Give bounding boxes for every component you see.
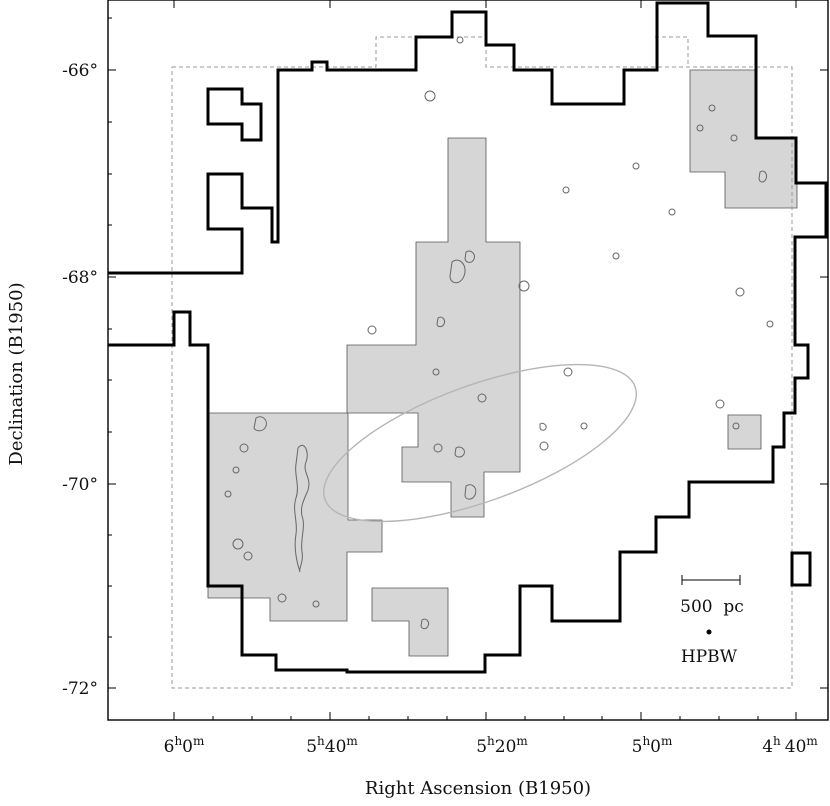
contour-blob	[367, 325, 377, 335]
contour-ridge	[294, 444, 310, 573]
shaded-region-small-right	[727, 414, 762, 450]
beam-dot	[706, 629, 712, 635]
contour-blob	[436, 316, 445, 328]
survey-outline-island-1	[206, 87, 263, 142]
contour-blob	[580, 422, 588, 430]
tick-marks	[108, 0, 828, 720]
survey-outline-island-2	[790, 551, 812, 587]
contour-blob	[424, 90, 436, 102]
scale-annotation: 500 pc HPBW	[680, 575, 744, 667]
beam-label: HPBW	[681, 647, 738, 667]
contour-blob	[758, 170, 767, 183]
contour-blob	[730, 134, 738, 142]
contour-blob	[464, 250, 475, 263]
contour-blob	[708, 104, 716, 112]
contour-blob	[668, 208, 676, 216]
contour-blob	[464, 484, 477, 500]
contour-blob	[243, 551, 253, 561]
contour-blob	[696, 124, 704, 132]
contours	[224, 36, 774, 630]
contour-blob	[454, 446, 465, 458]
x-axis-title: Right Ascension (B1950)	[365, 778, 591, 799]
contour-blob	[518, 280, 530, 292]
contour-blob	[420, 618, 429, 630]
x-tick-label: 6h0m	[164, 734, 205, 757]
contour-blob	[539, 441, 549, 451]
dashed-boundary	[171, 36, 793, 689]
dashed-boundary-main	[171, 36, 793, 689]
contour-blob	[253, 416, 267, 432]
contour-blob	[563, 367, 573, 377]
x-tick-label: 5h20m	[476, 734, 528, 757]
y-tick-label: -66°	[62, 61, 98, 81]
contour-blob	[632, 162, 640, 170]
contour-blob	[433, 443, 443, 453]
contour-blob	[432, 368, 440, 376]
contour-blob	[732, 422, 740, 430]
contour-blob	[612, 252, 620, 260]
survey-outline	[108, 1, 828, 674]
contour-blob	[539, 422, 547, 431]
x-tick-labels: 6h0m 5h40m 5h20m 5h0m 4h 40m	[164, 734, 819, 757]
contour-blob	[735, 287, 745, 297]
contour-blob	[232, 466, 240, 474]
contour-blob	[224, 490, 232, 498]
contour-blob	[766, 320, 774, 328]
y-tick-label: -68°	[62, 268, 98, 288]
contour-blob	[277, 593, 287, 603]
dashed-boundary-notch	[655, 36, 689, 67]
contour-blob	[312, 600, 320, 608]
x-tick-label: 5h40m	[306, 734, 358, 757]
galaxy-ellipse	[322, 363, 638, 523]
y-tick-labels: -66° -68° -70° -72°	[62, 61, 98, 699]
contour-blob	[715, 399, 725, 409]
contour-blob	[232, 538, 244, 550]
x-tick-label: 4h 40m	[762, 734, 818, 757]
y-axis-title: Declination (B1950)	[6, 282, 27, 465]
survey-outline-main	[108, 1, 828, 674]
contour-blob	[449, 259, 466, 284]
contour-blob	[477, 393, 487, 403]
plot-frame	[107, 0, 829, 721]
contour-blob	[239, 443, 249, 453]
scale-bar-label: 500 pc	[680, 597, 744, 617]
contour-blob	[456, 36, 464, 44]
shaded-region-bottom	[371, 587, 449, 657]
contour-blob	[562, 186, 570, 194]
y-tick-label: -72°	[62, 679, 98, 699]
shaded-region-central	[346, 137, 521, 518]
y-tick-label: -70°	[62, 475, 98, 495]
shaded-regions	[207, 69, 798, 657]
x-tick-label: 5h0m	[632, 734, 673, 757]
